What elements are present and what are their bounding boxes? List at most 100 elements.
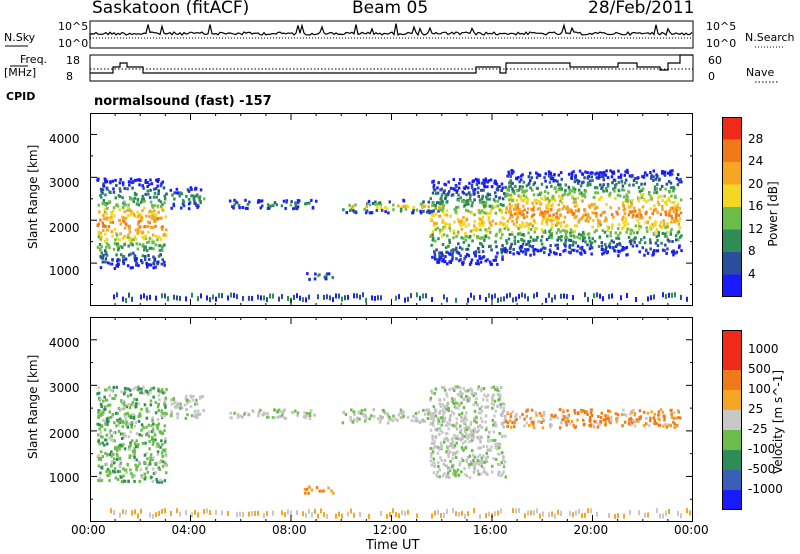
noise-cell xyxy=(263,295,265,301)
echo-cell xyxy=(491,406,494,410)
echo-cell xyxy=(532,205,536,209)
echo-cell xyxy=(482,211,486,215)
echo-cell xyxy=(144,255,147,258)
echo-cell xyxy=(577,219,581,223)
echo-cell xyxy=(443,472,446,476)
echo-cell xyxy=(589,244,593,248)
echo-cell xyxy=(127,422,130,426)
echo-cell xyxy=(603,219,607,223)
echo-cell xyxy=(628,174,632,178)
echo-cell xyxy=(133,254,137,258)
echo-cell xyxy=(129,266,133,270)
echo-cell xyxy=(157,402,160,406)
echo-cell xyxy=(448,223,451,227)
echo-cell xyxy=(431,434,434,438)
echo-cell xyxy=(482,202,485,206)
echo-cell xyxy=(147,430,151,434)
echo-cell xyxy=(141,254,145,258)
noise-cell xyxy=(191,512,193,518)
echo-cell xyxy=(107,243,110,247)
echo-cell xyxy=(107,473,111,477)
echo-cell xyxy=(589,415,592,419)
echo-cell xyxy=(648,419,652,423)
noise-cell xyxy=(518,293,520,299)
echo-cell xyxy=(635,214,639,218)
echo-cell xyxy=(552,415,555,419)
echo-cell xyxy=(557,188,560,191)
noise-cell xyxy=(503,296,505,302)
echo-cell xyxy=(110,464,113,468)
echo-cell xyxy=(653,187,657,191)
echo-cell xyxy=(526,211,529,215)
echo-cell xyxy=(140,391,143,395)
echo-cell xyxy=(124,257,128,261)
echo-cell xyxy=(525,184,529,188)
echo-cell xyxy=(658,194,661,198)
echo-cell xyxy=(195,402,199,406)
echo-cell xyxy=(637,224,641,228)
echo-cell xyxy=(163,201,166,205)
echo-cell xyxy=(123,414,127,418)
echo-cell xyxy=(157,393,161,397)
echo-cell xyxy=(110,459,114,463)
echo-cell xyxy=(644,200,648,204)
echo-cell xyxy=(461,190,464,194)
echo-cell xyxy=(454,474,457,478)
echo-cell xyxy=(118,208,121,212)
echo-cell xyxy=(564,238,568,242)
echo-cell xyxy=(486,185,489,189)
freq-top-tick: 18 xyxy=(66,54,80,67)
echo-cell xyxy=(199,188,203,192)
echo-cell xyxy=(577,207,581,211)
echo-cell xyxy=(622,203,625,207)
noise-cell xyxy=(353,512,355,518)
echo-cell xyxy=(483,204,486,208)
echo-cell xyxy=(598,220,602,224)
echo-cell xyxy=(583,232,586,236)
echo-cell xyxy=(511,421,514,425)
echo-cell xyxy=(519,174,523,178)
noise-cell xyxy=(164,293,166,299)
echo-cell xyxy=(151,458,154,461)
echo-cell xyxy=(563,191,567,195)
echo-cell xyxy=(140,216,144,220)
echo-cell xyxy=(161,432,164,436)
echo-cell xyxy=(638,210,642,214)
echo-cell xyxy=(141,261,144,265)
echo-cell xyxy=(97,433,100,437)
echo-cell xyxy=(99,425,103,428)
echo-cell xyxy=(648,238,652,242)
echo-cell xyxy=(550,204,553,208)
echo-cell xyxy=(436,191,440,195)
echo-cell xyxy=(580,216,584,220)
colorbar-segment xyxy=(722,229,742,253)
echo-cell xyxy=(572,212,576,216)
echo-cell xyxy=(595,186,599,190)
echo-cell xyxy=(509,412,513,416)
echo-cell xyxy=(617,175,620,179)
echo-cell xyxy=(548,248,552,252)
echo-cell xyxy=(559,421,563,425)
noise-cell xyxy=(308,294,310,300)
echo-cell xyxy=(391,419,395,423)
echo-cell xyxy=(510,169,514,173)
echo-cell xyxy=(140,474,143,478)
echo-cell xyxy=(660,241,663,245)
echo-cell xyxy=(644,212,647,215)
echo-cell xyxy=(445,450,448,454)
echo-cell xyxy=(464,225,468,229)
echo-cell xyxy=(528,239,532,243)
echo-cell xyxy=(165,228,168,232)
echo-cell xyxy=(281,413,284,417)
echo-cell xyxy=(122,261,125,265)
echo-cell xyxy=(163,232,166,236)
echo-cell xyxy=(118,187,122,191)
echo-cell xyxy=(523,225,526,228)
echo-cell xyxy=(496,251,499,255)
echo-cell xyxy=(303,415,306,419)
echo-cell xyxy=(154,438,157,442)
echo-cell xyxy=(489,244,492,248)
echo-cell xyxy=(643,241,647,245)
echo-cell xyxy=(675,238,678,242)
echo-cell xyxy=(443,213,447,217)
